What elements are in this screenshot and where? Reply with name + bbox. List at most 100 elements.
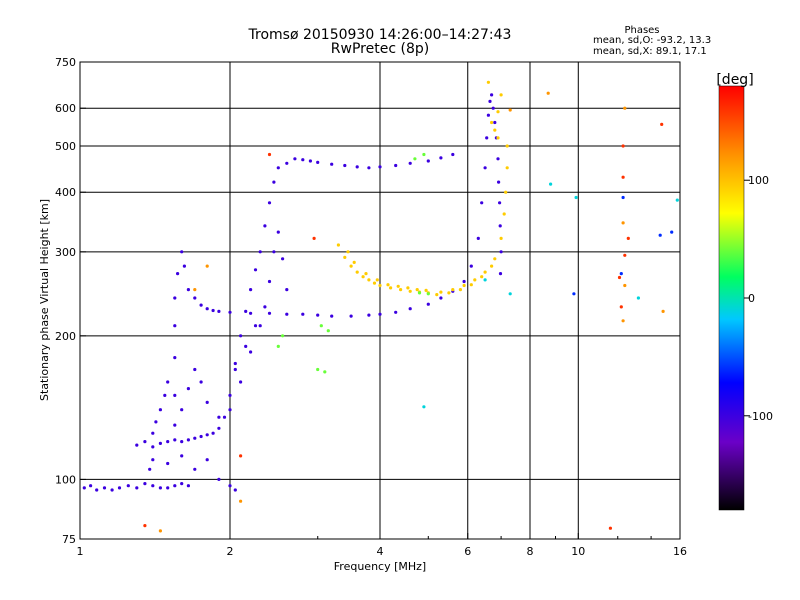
data-point xyxy=(621,144,625,148)
data-point xyxy=(623,283,627,288)
data-point xyxy=(281,334,285,338)
data-point xyxy=(117,486,122,490)
data-point xyxy=(469,283,473,287)
x-tick-label: 8 xyxy=(527,545,534,558)
data-point xyxy=(182,264,186,268)
colorbar-tick-label: -100 xyxy=(748,410,773,423)
data-point xyxy=(496,136,500,140)
data-point xyxy=(233,361,237,366)
data-point xyxy=(447,291,451,295)
data-point xyxy=(439,290,443,294)
data-point xyxy=(486,113,490,117)
data-point xyxy=(154,420,158,424)
data-point xyxy=(253,268,258,272)
data-point xyxy=(308,159,312,163)
data-point xyxy=(205,264,209,268)
x-axis-ticks: 1 2 4 6 8 10 16 xyxy=(77,533,687,558)
stats-header: Phases xyxy=(624,25,659,36)
data-point xyxy=(505,166,509,170)
grid-lines xyxy=(80,62,680,539)
x-tick-label: 16 xyxy=(673,545,687,558)
data-point xyxy=(378,312,382,316)
data-point xyxy=(626,236,630,240)
data-point xyxy=(173,438,177,442)
data-point xyxy=(301,158,305,162)
data-point xyxy=(148,467,152,471)
y-tick-label: 100 xyxy=(55,473,76,486)
data-point xyxy=(143,524,147,528)
colorbar-label: [deg] xyxy=(716,72,753,88)
data-point xyxy=(343,255,347,259)
data-point xyxy=(349,314,353,318)
y-axis-label: Stationary phase Virtual Height [km] xyxy=(38,199,51,401)
data-point xyxy=(480,201,484,205)
data-point xyxy=(367,278,371,282)
data-point xyxy=(367,313,371,317)
data-point xyxy=(276,230,280,234)
data-point xyxy=(143,440,147,444)
data-point xyxy=(451,152,455,157)
data-point xyxy=(316,313,320,317)
data-point xyxy=(151,458,155,462)
data-point xyxy=(228,484,232,488)
data-point xyxy=(151,431,155,435)
data-point xyxy=(476,236,480,240)
data-point xyxy=(312,236,316,240)
data-point xyxy=(239,454,243,458)
data-point xyxy=(135,443,139,447)
data-point xyxy=(451,288,455,292)
data-point xyxy=(205,400,209,404)
data-point xyxy=(186,387,190,391)
data-point xyxy=(490,93,494,97)
data-point xyxy=(95,488,99,492)
data-point xyxy=(233,488,237,492)
data-point xyxy=(372,281,377,285)
data-points xyxy=(82,80,679,533)
data-point xyxy=(205,458,209,462)
data-point xyxy=(375,278,379,282)
data-point xyxy=(166,440,170,444)
data-point xyxy=(483,278,487,282)
data-point xyxy=(458,288,462,292)
data-point xyxy=(408,307,412,311)
data-point xyxy=(493,120,497,125)
data-point xyxy=(143,482,147,486)
data-point xyxy=(364,272,368,276)
data-point xyxy=(483,166,487,170)
data-point xyxy=(233,367,237,372)
data-point xyxy=(205,307,209,311)
x-tick-label: 6 xyxy=(464,545,471,558)
data-point xyxy=(263,224,267,228)
data-point xyxy=(173,296,177,300)
x-tick-label: 2 xyxy=(227,545,234,558)
data-point xyxy=(285,288,289,292)
data-point xyxy=(608,526,613,530)
data-point xyxy=(217,309,221,313)
data-point xyxy=(394,163,398,168)
data-point xyxy=(462,279,466,284)
data-point xyxy=(166,486,170,490)
data-point xyxy=(508,108,512,112)
data-point xyxy=(158,441,162,445)
data-point xyxy=(267,201,272,205)
data-point xyxy=(504,190,508,194)
data-point xyxy=(508,292,512,296)
data-point xyxy=(389,286,393,290)
data-point xyxy=(480,275,484,279)
data-point xyxy=(490,120,494,125)
data-point xyxy=(217,415,221,419)
data-point xyxy=(330,314,334,318)
data-point xyxy=(199,380,203,384)
data-point xyxy=(499,250,503,254)
data-point xyxy=(497,180,501,184)
data-point xyxy=(439,156,443,160)
data-point xyxy=(193,367,197,372)
data-point xyxy=(316,367,320,372)
chart-subtitle: RwPretec (8p) xyxy=(331,41,429,57)
data-point xyxy=(483,270,487,274)
data-point xyxy=(319,324,323,328)
data-point xyxy=(267,152,272,157)
x-tick-label: 10 xyxy=(571,545,585,558)
data-point xyxy=(658,233,662,237)
data-point xyxy=(661,309,665,313)
